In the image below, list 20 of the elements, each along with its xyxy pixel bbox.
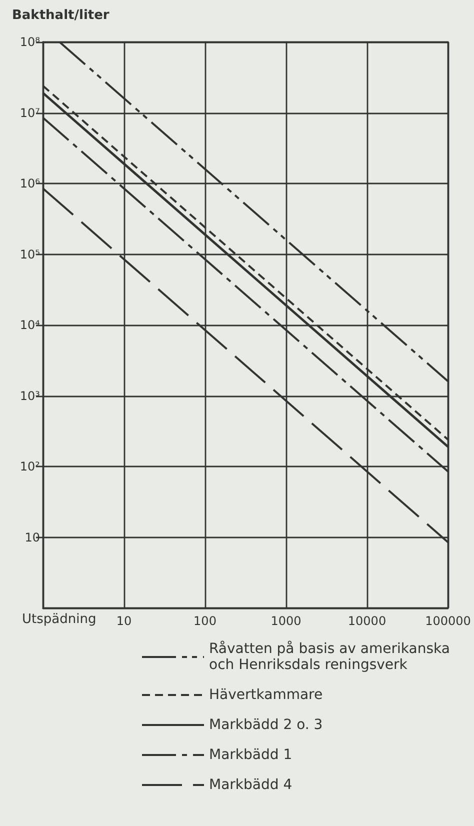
x-axis-title: Utspädning [22,612,96,627]
legend-label: Markbädd 2 o. 3 [209,717,323,733]
x-tick-label: 1000 [270,614,302,628]
y-tick-label: 10⁸ [20,35,40,49]
y-tick-label: 10⁷ [20,106,40,120]
y-tick-label: 10 [24,530,40,544]
y-tick-label: 10² [20,460,40,474]
y-axis-title: Bakthalt/liter [12,8,110,23]
legend-label: Råvatten på basis av amerikanska och Henriksdals reningsverk [209,640,454,673]
y-tick-label: 10⁶ [20,176,40,190]
x-tick-label: 100 [194,614,216,628]
y-tick-label: 10⁵ [20,247,40,262]
x-tick-label: 100000 [425,614,471,628]
y-tick-label: 10³ [20,388,40,403]
y-tick-label: 10⁴ [20,318,40,332]
x-tick-label: 10 [116,614,132,628]
legend-label: Hävertkammare [209,687,323,703]
legend-label: Markbädd 1 [209,747,292,763]
legend-label: Markbädd 4 [209,777,292,793]
x-tick-label: 10000 [348,614,386,628]
